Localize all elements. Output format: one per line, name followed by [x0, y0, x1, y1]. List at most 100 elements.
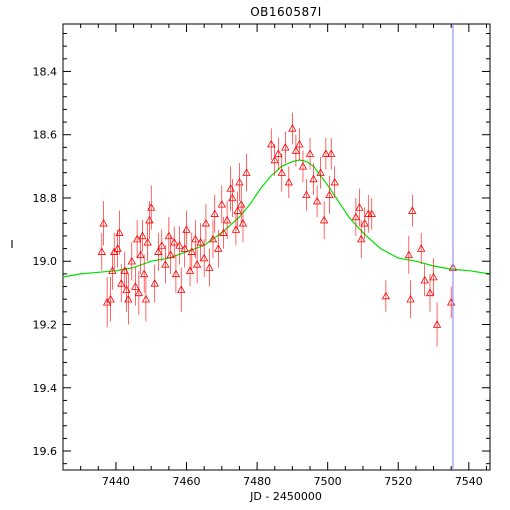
triangle-marker — [210, 209, 219, 217]
triangle-marker — [187, 247, 196, 255]
triangle-marker — [115, 228, 124, 236]
triangle-marker — [277, 168, 286, 176]
triangle-marker — [214, 244, 223, 252]
triangle-marker — [157, 241, 166, 249]
data-point — [288, 112, 297, 145]
triangle-marker — [291, 146, 301, 154]
triangle-marker — [124, 294, 133, 303]
triangle-marker — [199, 253, 209, 262]
triangle-marker — [205, 263, 214, 271]
y-axis-ticks: 18.4 18.6 18.8 19.0 19.2 19.4 19.6 — [33, 32, 490, 465]
data-point — [295, 128, 304, 161]
data-point — [169, 226, 179, 259]
data-point — [143, 223, 152, 262]
data-point — [325, 175, 334, 214]
data-point — [117, 264, 126, 303]
data-point — [284, 166, 294, 198]
data-point — [124, 273, 133, 325]
triangle-marker — [233, 206, 242, 214]
triangle-marker — [201, 218, 211, 227]
triangle-marker — [288, 124, 297, 132]
triangle-marker — [141, 294, 151, 303]
triangle-marker — [177, 285, 186, 293]
data-point — [214, 229, 223, 268]
plot-area: 7440 7460 7480 7500 7520 7540 18.4 18.6 18.8 19.… — [33, 23, 491, 488]
data-point — [364, 194, 373, 233]
data-point — [122, 267, 131, 312]
triangle-marker — [138, 231, 147, 240]
triangle-marker — [429, 272, 438, 281]
data-point — [131, 267, 140, 306]
data-point — [182, 210, 191, 249]
triangle-marker — [147, 203, 156, 211]
triangle-marker — [166, 250, 175, 259]
x-tick-label: 7480 — [243, 475, 271, 488]
triangle-marker — [355, 203, 364, 211]
triangle-marker — [274, 149, 283, 157]
data-point — [381, 280, 391, 312]
data-point — [316, 156, 325, 189]
data-point — [355, 188, 364, 227]
triangle-marker — [150, 279, 159, 287]
data-point — [166, 235, 175, 274]
data-point — [309, 163, 318, 195]
data-point — [351, 197, 361, 236]
triangle-marker — [127, 256, 136, 265]
data-point — [267, 128, 276, 161]
data-point — [171, 254, 181, 293]
data-point — [127, 242, 136, 281]
triangle-marker — [134, 288, 144, 297]
triangle-marker — [309, 174, 318, 183]
y-tick-label: 19.0 — [33, 255, 58, 268]
y-tick-label: 19.2 — [33, 318, 58, 331]
triangle-marker — [191, 234, 200, 243]
data-point — [185, 254, 195, 287]
triangle-marker — [298, 162, 308, 170]
triangle-marker — [238, 218, 248, 227]
model-curve — [62, 159, 491, 278]
data-point — [147, 185, 156, 230]
data-point — [432, 302, 442, 347]
data-point — [106, 277, 115, 322]
triangle-marker — [420, 275, 429, 284]
data-point — [134, 270, 144, 316]
data-point — [242, 153, 251, 192]
y-tick-label: 18.6 — [33, 129, 58, 142]
data-point — [270, 144, 279, 176]
triangle-marker — [281, 143, 290, 151]
data-point — [237, 185, 246, 224]
triangle-marker — [295, 139, 304, 148]
data-point — [327, 137, 336, 170]
triangle-marker — [330, 177, 339, 186]
data-point — [187, 232, 196, 271]
data-point — [274, 137, 283, 170]
data-point — [302, 178, 311, 211]
triangle-marker — [169, 237, 179, 246]
y-tick-label: 18.4 — [33, 65, 58, 78]
triangle-marker — [175, 241, 184, 249]
y-tick-label: 18.8 — [33, 192, 58, 205]
triangle-marker — [222, 215, 232, 224]
data-point — [406, 280, 415, 319]
data-point — [238, 204, 248, 243]
model-layer — [62, 159, 491, 278]
data-point — [217, 185, 226, 224]
data-point — [164, 216, 174, 255]
data-point — [408, 194, 417, 227]
data-point — [321, 137, 331, 170]
triangle-marker — [267, 139, 276, 148]
triangle-marker — [242, 168, 251, 176]
triangle-marker — [161, 260, 170, 268]
triangle-marker — [217, 199, 226, 208]
x-axis-ticks: 7440 7460 7480 7500 7520 7540 — [62, 24, 487, 488]
data-point — [175, 226, 184, 265]
triangle-marker — [325, 190, 334, 199]
triangle-marker — [97, 247, 106, 255]
data-point — [97, 232, 106, 271]
y-tick-label: 19.6 — [33, 445, 58, 458]
triangle-marker — [404, 250, 414, 259]
data-point — [210, 194, 219, 233]
triangle-marker — [302, 190, 311, 199]
